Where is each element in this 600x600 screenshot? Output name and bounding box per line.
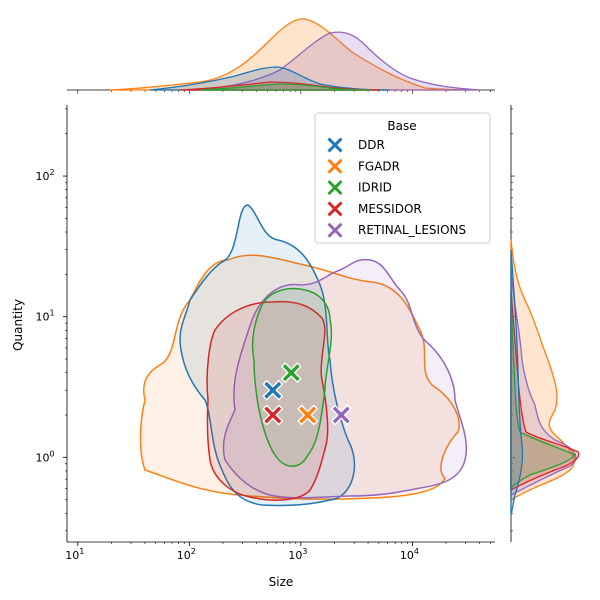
point-ddr [262,380,283,401]
legend-label-retinal_lesions: RETINAL_LESIONS [358,223,466,237]
marginal-y-idrid [510,299,576,490]
x-tick-label: 102 [177,547,196,562]
point-retinal_lesions [331,404,352,426]
marginal-y-density [510,105,580,542]
kde-contour-retinal_lesions [222,258,467,499]
marginal-x-ddr [149,66,391,91]
kde-contours [139,204,467,507]
legend-marker-messidor [325,199,345,219]
y-axis-label: Quantity [11,299,25,351]
point-idrid [281,362,302,383]
legend-label-ddr: DDR [358,138,385,152]
x-tick-label: 101 [65,547,84,562]
legend-box [314,112,491,244]
x-axis-label: Size [269,575,294,589]
legend-label-idrid: IDRID [358,181,392,195]
y-tick-label: 102 [35,168,54,183]
legend-title: Base [387,119,416,133]
marginal-y-ddr [510,249,524,516]
x-tick-label: 103 [288,547,307,562]
marginal-x-idrid [199,83,371,91]
kde-contour-messidor [206,300,329,501]
marginal-y-messidor [510,289,580,492]
x-tick-label: 104 [400,547,419,562]
legend-label-messidor: MESSIDOR [358,202,422,216]
point-messidor [262,404,283,426]
median-markers [262,362,352,426]
marginal-y-retinal_lesions [510,269,577,497]
marginal-x-retinal_lesions [189,31,481,91]
legend-marker-idrid [325,178,345,197]
marginal-x-fgadr [109,18,481,91]
legend-marker-fgadr [325,157,345,176]
y-tick-label: 100 [35,449,54,464]
kde-contour-ddr [179,204,356,507]
legend-label-fgadr: FGADR [358,159,400,173]
y-tick-label: 101 [35,309,54,324]
point-fgadr [297,404,318,426]
legend-marker-retinal_lesions [325,221,345,240]
marginal-x-density [67,18,495,94]
legend-marker-ddr [325,135,345,155]
